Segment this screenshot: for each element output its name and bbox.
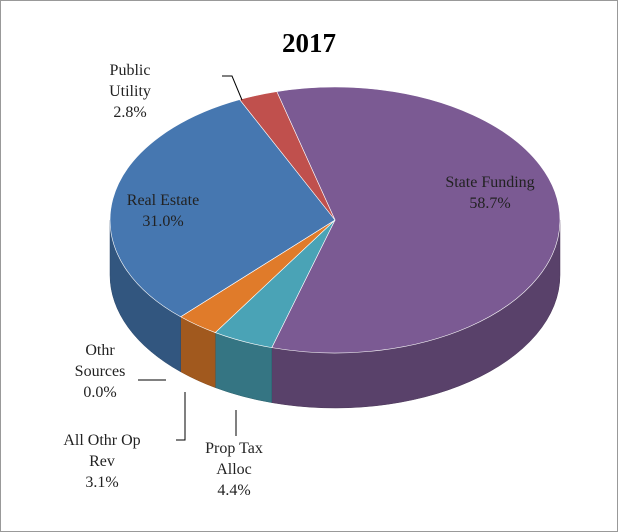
value-label: 4.4%	[217, 482, 251, 499]
value-label: 58.7%	[469, 195, 511, 212]
category-label: Public Utility	[109, 62, 151, 100]
data-label: Public Utility 2.8%	[95, 60, 165, 123]
value-label: 2.8%	[113, 104, 147, 121]
category-label: All Othr Op Rev	[63, 432, 141, 470]
leader-lines	[138, 75, 243, 441]
value-label: 3.1%	[85, 474, 119, 491]
value-label: 0.0%	[83, 384, 117, 401]
leader-line	[222, 75, 243, 101]
data-label: All Othr Op Rev 3.1%	[56, 430, 148, 493]
category-label: Real Estate	[126, 192, 200, 209]
chart-title: 2017	[282, 28, 336, 58]
data-label: State Funding 58.7%	[435, 172, 545, 214]
value-label: 31.0%	[142, 213, 184, 230]
pie-tops	[109, 86, 561, 354]
category-label: Othr Sources	[74, 342, 126, 380]
data-label: Real Estate 31.0%	[108, 190, 218, 232]
category-label: Prop Tax Alloc	[205, 440, 263, 478]
pie-slice	[271, 86, 561, 354]
pie-slice	[109, 99, 336, 318]
data-label: Prop Tax Alloc 4.4%	[189, 438, 279, 501]
category-label: State Funding	[445, 174, 535, 191]
pie-slice	[239, 91, 336, 221]
leader-line	[176, 392, 186, 441]
data-label: Othr Sources 0.0%	[60, 340, 140, 403]
